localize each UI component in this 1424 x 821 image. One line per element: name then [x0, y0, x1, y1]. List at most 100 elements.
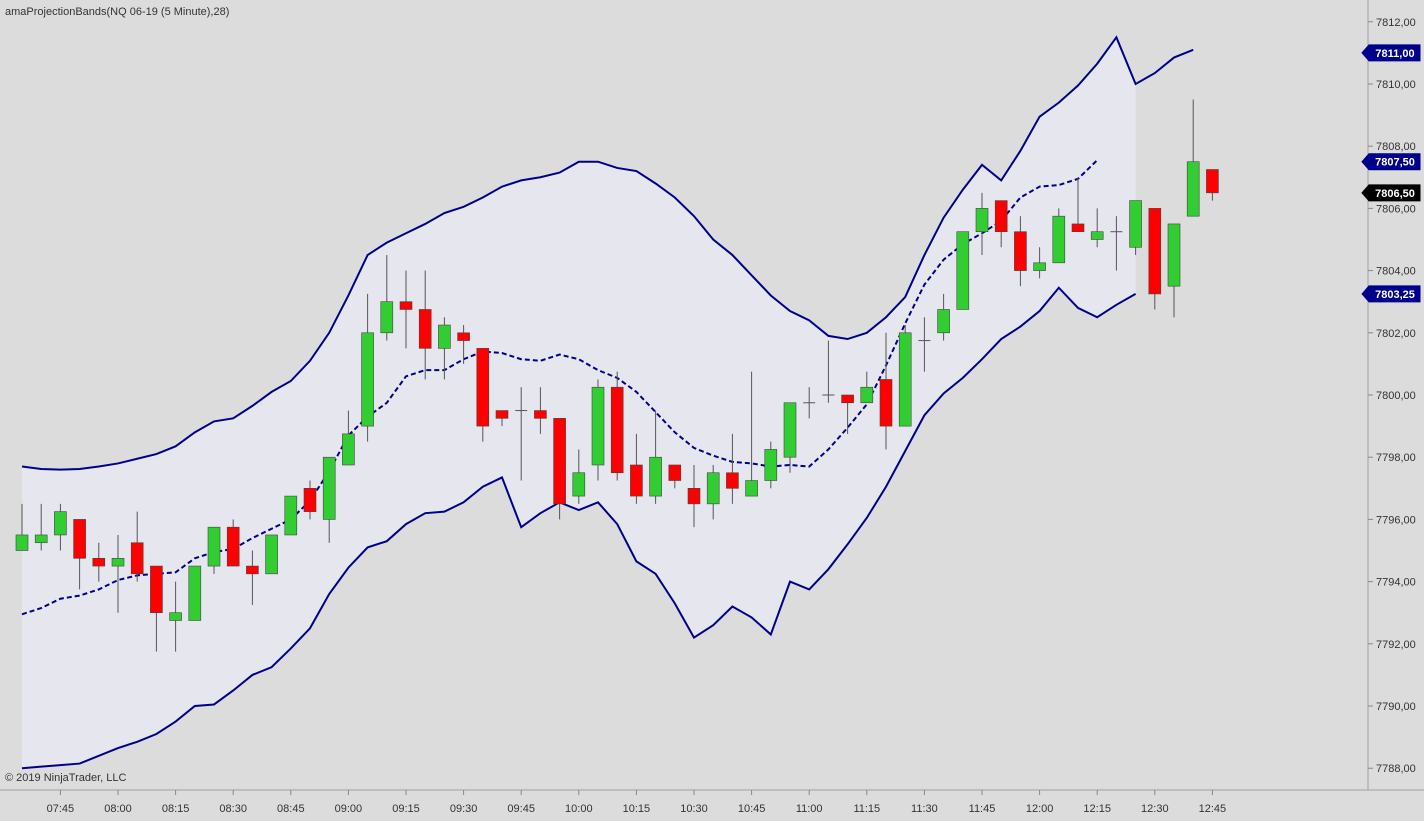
candle	[1206, 169, 1219, 201]
candle-body	[937, 309, 950, 334]
candle	[706, 464, 720, 520]
candle-body	[1014, 231, 1027, 271]
time-tick-label: 12:15	[1083, 803, 1111, 815]
price-tick-label: 7802,00	[1376, 328, 1416, 340]
candle	[918, 317, 931, 372]
time-tick-label: 08:00	[104, 803, 132, 815]
candle-body	[745, 480, 758, 497]
candle-body	[630, 464, 643, 497]
candle-body	[73, 519, 86, 559]
mid-band-line	[21, 159, 1098, 616]
candle	[1071, 177, 1085, 233]
candle	[418, 270, 432, 380]
candle	[399, 270, 413, 349]
candle	[284, 495, 298, 536]
price-axis[interactable]: 7788,00 7790,00 7792,00 7794,00 7796,00 7798,…	[1368, 17, 1416, 775]
candle	[649, 410, 662, 504]
candle	[1052, 208, 1066, 264]
candle	[457, 325, 470, 364]
candle-body	[15, 534, 29, 551]
candle	[879, 332, 893, 450]
candle	[937, 293, 950, 341]
candle-body	[879, 379, 893, 427]
candle-body	[1052, 215, 1066, 264]
candle	[380, 255, 394, 341]
candle	[841, 394, 854, 434]
candle	[610, 371, 624, 481]
candle	[956, 231, 970, 310]
candlesticks	[15, 99, 1219, 652]
marker-flag	[1361, 184, 1421, 202]
price-tick-label: 7812,00	[1376, 17, 1416, 29]
time-axis[interactable]: 07:45 08:00 08:15 08:30 08:45 09:00 09:15 09:30…	[47, 790, 1227, 815]
candle-body	[150, 565, 163, 614]
candle	[15, 503, 29, 551]
candle-body	[92, 557, 106, 567]
marker-flag	[1361, 153, 1421, 171]
candle	[975, 192, 989, 256]
time-tick-label: 07:45	[47, 803, 75, 815]
time-tick-label: 09:45	[507, 803, 535, 815]
candle-body	[361, 332, 374, 427]
candle-body	[476, 348, 490, 427]
time-tick-label: 08:45	[277, 803, 305, 815]
candle	[745, 371, 758, 497]
chart-title: amaProjectionBands(NQ 06-19 (5 Minute),2…	[5, 6, 229, 18]
candle	[803, 387, 816, 419]
candle-body	[1148, 208, 1162, 295]
marker-label: 7803,25	[1375, 289, 1415, 301]
candle-body	[841, 394, 854, 404]
candle-body	[534, 410, 547, 419]
time-tick-label: 11:00	[796, 803, 823, 815]
time-tick-label: 11:30	[911, 803, 938, 815]
time-tick-label: 10:15	[623, 803, 651, 815]
candle	[322, 456, 336, 543]
candle	[303, 480, 317, 520]
band-value-marker: 7803,25	[1361, 285, 1421, 303]
time-tick-label: 10:30	[680, 803, 708, 815]
candle-body	[553, 418, 566, 505]
marker-flag	[1361, 285, 1421, 303]
time-tick-label: 10:45	[738, 803, 766, 815]
candle	[111, 534, 125, 613]
candle	[591, 379, 605, 481]
candle	[54, 503, 67, 551]
candle	[1033, 247, 1046, 279]
time-tick-label: 12:45	[1199, 803, 1227, 815]
marker-label: 7811,00	[1375, 48, 1414, 60]
candle	[764, 441, 778, 489]
price-tick-label: 7792,00	[1376, 639, 1416, 651]
time-tick-label: 12:00	[1026, 803, 1054, 815]
projection-bands	[21, 35, 1194, 770]
candle-body	[1167, 223, 1181, 287]
candle	[495, 410, 509, 427]
candle-body	[668, 464, 682, 481]
price-tick-label: 7788,00	[1376, 763, 1416, 775]
candle-body	[342, 433, 355, 466]
candle	[994, 200, 1008, 248]
candle-body	[303, 488, 317, 512]
lower-band-line	[21, 286, 1137, 770]
candle	[572, 449, 586, 504]
candle-body	[687, 488, 701, 505]
candle	[726, 433, 739, 504]
candle-body	[111, 557, 125, 567]
candle-body	[457, 332, 470, 341]
candle-body	[322, 456, 336, 520]
price-tick-label: 7808,00	[1376, 141, 1416, 153]
candle	[476, 348, 490, 442]
candle	[898, 325, 912, 427]
band-fill	[22, 37, 1136, 769]
candle-body	[994, 200, 1008, 233]
time-tick-label: 09:00	[335, 803, 363, 815]
price-markers: 7811,00 7807,50 7806,50 7803,25	[1361, 44, 1421, 303]
copyright-text: © 2019 NinjaTrader, LLC	[5, 772, 126, 784]
candle-body	[726, 472, 739, 489]
candle-body	[764, 449, 778, 481]
candle	[34, 503, 48, 551]
candle-body	[34, 534, 48, 544]
time-tick-label: 11:15	[853, 803, 880, 815]
candle-body	[380, 301, 394, 334]
candle	[1110, 216, 1123, 271]
